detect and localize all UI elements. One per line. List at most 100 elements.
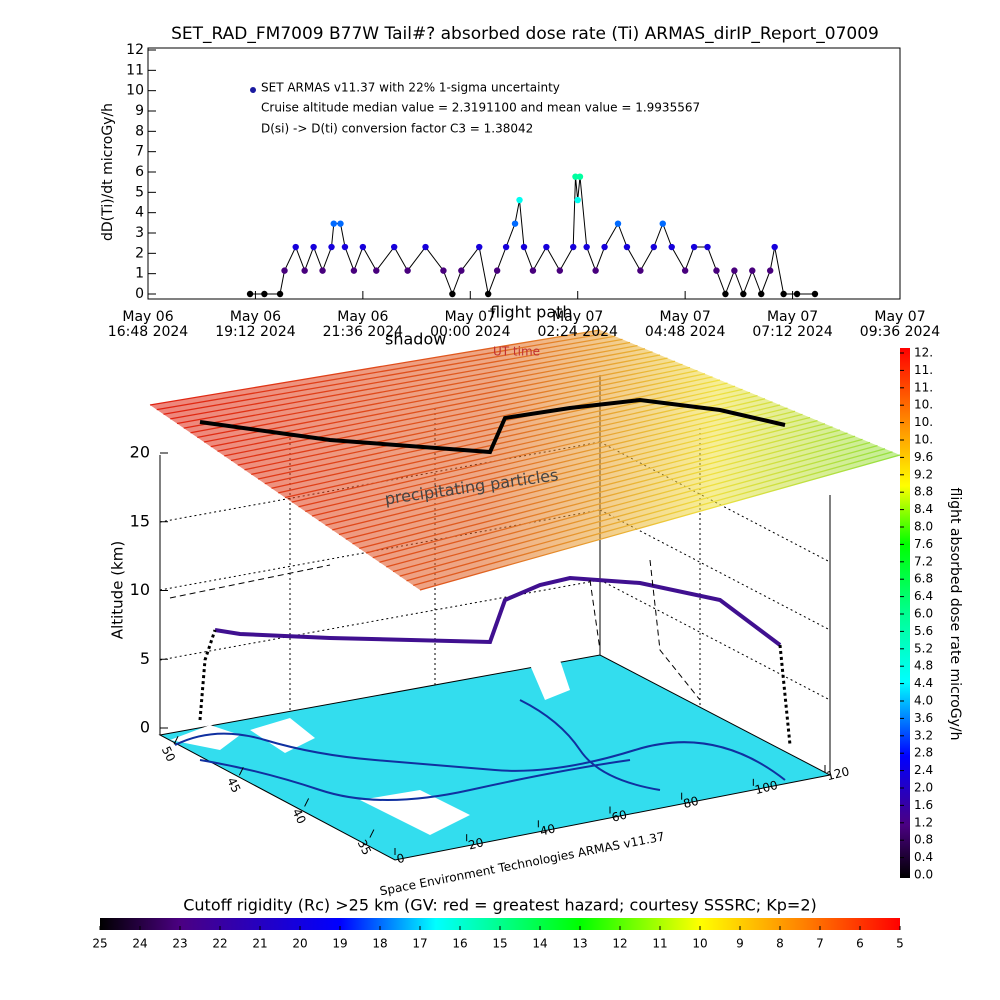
dose-plane-line <box>392 441 871 573</box>
x-tick-label: 100 <box>754 778 780 797</box>
data-point <box>592 267 599 274</box>
x-tick-label: May 07 02:24 2024 <box>537 309 618 340</box>
colorbar-tick-label: 17 <box>412 937 427 951</box>
shadow-path <box>169 559 701 701</box>
dose-plane-line <box>284 391 751 499</box>
dose-plane-line <box>149 329 601 406</box>
y-tick-label: 8 <box>135 123 144 139</box>
colorbar-tick-label: 15 <box>492 937 507 951</box>
data-point <box>422 243 429 251</box>
legend-text: D(si) -> D(ti) conversion factor C3 = 1.… <box>261 122 533 136</box>
colorbar-tick-label: 5.6 <box>914 624 933 638</box>
data-point <box>766 267 774 274</box>
colorbar-tick-label: 8.0 <box>914 520 933 534</box>
colorbar-tick-label: 7.6 <box>914 537 933 551</box>
colorbar-tick-label: 7.2 <box>914 554 933 568</box>
z-tick-label: 5 <box>140 649 150 668</box>
tick-mark <box>173 735 179 745</box>
data-point <box>337 220 344 227</box>
data-point <box>404 267 411 274</box>
y-tick-label: 6 <box>135 164 144 180</box>
series-line <box>250 176 815 296</box>
data-point <box>502 243 510 251</box>
dose-plane <box>149 329 901 591</box>
data-point <box>722 290 729 298</box>
x-tick-label: 40 <box>539 821 557 838</box>
y-tick-label: 0 <box>135 286 144 302</box>
y-tick-label: 3 <box>135 225 144 241</box>
y-tick-label: 2 <box>135 245 144 261</box>
tick-mark <box>304 798 310 807</box>
x-tick-label: 20 <box>467 835 485 852</box>
data-point <box>771 243 778 251</box>
data-point <box>583 243 590 251</box>
dose-plane-line <box>224 363 683 457</box>
annotation: flight path <box>490 303 573 322</box>
y-tick-label: 35 <box>355 837 374 857</box>
colorbar-tick-label: 10 <box>692 937 707 951</box>
colorbar-tick-label: 12 <box>612 937 627 951</box>
dose-plane-line <box>163 335 616 415</box>
data-point <box>493 267 501 274</box>
annotation: shadow <box>385 330 446 349</box>
data-point <box>570 243 577 251</box>
data-point <box>713 267 720 274</box>
annotation: UT time <box>493 345 540 359</box>
data-point <box>704 243 711 251</box>
colorbar-tick-label: 20 <box>292 937 307 951</box>
y-tick-label: 7 <box>135 144 144 160</box>
data-point <box>310 243 317 251</box>
dose-plane-line <box>183 344 638 429</box>
data-point <box>556 267 564 274</box>
z-tick-label: 15 <box>130 511 150 530</box>
dose-plane-line <box>413 451 893 587</box>
colorbar-tick-label: 2.0 <box>914 781 933 795</box>
rigidity-colorbar-label: Cutoff rigidity (Rc) >25 km (GV: red = g… <box>183 896 817 915</box>
data-point <box>359 243 367 251</box>
y-axis-label: dD(Ti)/dt microGy/h <box>100 103 116 241</box>
data-point <box>572 173 579 180</box>
data-point <box>350 267 358 274</box>
dose-plane-line <box>305 401 773 513</box>
colorbar-tick-label: 4.8 <box>914 659 933 673</box>
colorbar-tick-label: 8.8 <box>914 485 933 499</box>
legend-text: SET ARMAS v11.37 with 22% 1-sigma uncert… <box>261 81 560 95</box>
colorbar-tick-label: 21 <box>252 937 267 951</box>
dose-plane-line <box>190 348 646 434</box>
data-point <box>740 290 747 298</box>
data-point <box>520 243 528 251</box>
dose-plane-line <box>230 366 691 462</box>
tick-mark <box>238 767 244 776</box>
dose-plane-line <box>352 423 826 545</box>
dose-plane-line <box>365 429 841 554</box>
data-point <box>516 196 523 204</box>
data-point <box>543 243 550 251</box>
y-tick-label: 10 <box>126 83 144 99</box>
legend-marker <box>250 87 256 93</box>
data-point <box>390 243 398 251</box>
dose-plane-line <box>291 394 758 503</box>
data-point <box>731 267 738 274</box>
colorbar-tick-label: 25 <box>92 937 107 951</box>
x-tick-label: 0 <box>395 851 406 866</box>
colorbar-tick-label: 6 <box>856 937 864 951</box>
colorbar-tick-label: 5.2 <box>914 641 933 655</box>
data-point <box>758 290 765 298</box>
colorbar-tick-label: 6.0 <box>914 607 933 621</box>
scene-3d: shadow flight path UT time precipitating… <box>109 303 901 898</box>
data-point <box>246 290 254 298</box>
data-point <box>681 267 689 274</box>
colorbar-tick-label: 7 <box>816 937 824 951</box>
data-point <box>476 243 483 251</box>
dose-plane-line <box>318 407 788 522</box>
data-point <box>659 220 666 227</box>
z-tick-label: 10 <box>130 580 150 599</box>
x-tick-label: May 07 09:36 2024 <box>860 309 941 340</box>
data-point <box>529 267 537 274</box>
dose-plane-line <box>251 376 713 476</box>
colorbar-tick-label: 14 <box>532 937 547 951</box>
y-tick-label: 1 <box>135 266 144 282</box>
colorbar-tick-label: 9.2 <box>914 467 933 481</box>
dose-plane-line <box>257 379 721 480</box>
colorbar-tick-label: 4.0 <box>914 694 933 708</box>
